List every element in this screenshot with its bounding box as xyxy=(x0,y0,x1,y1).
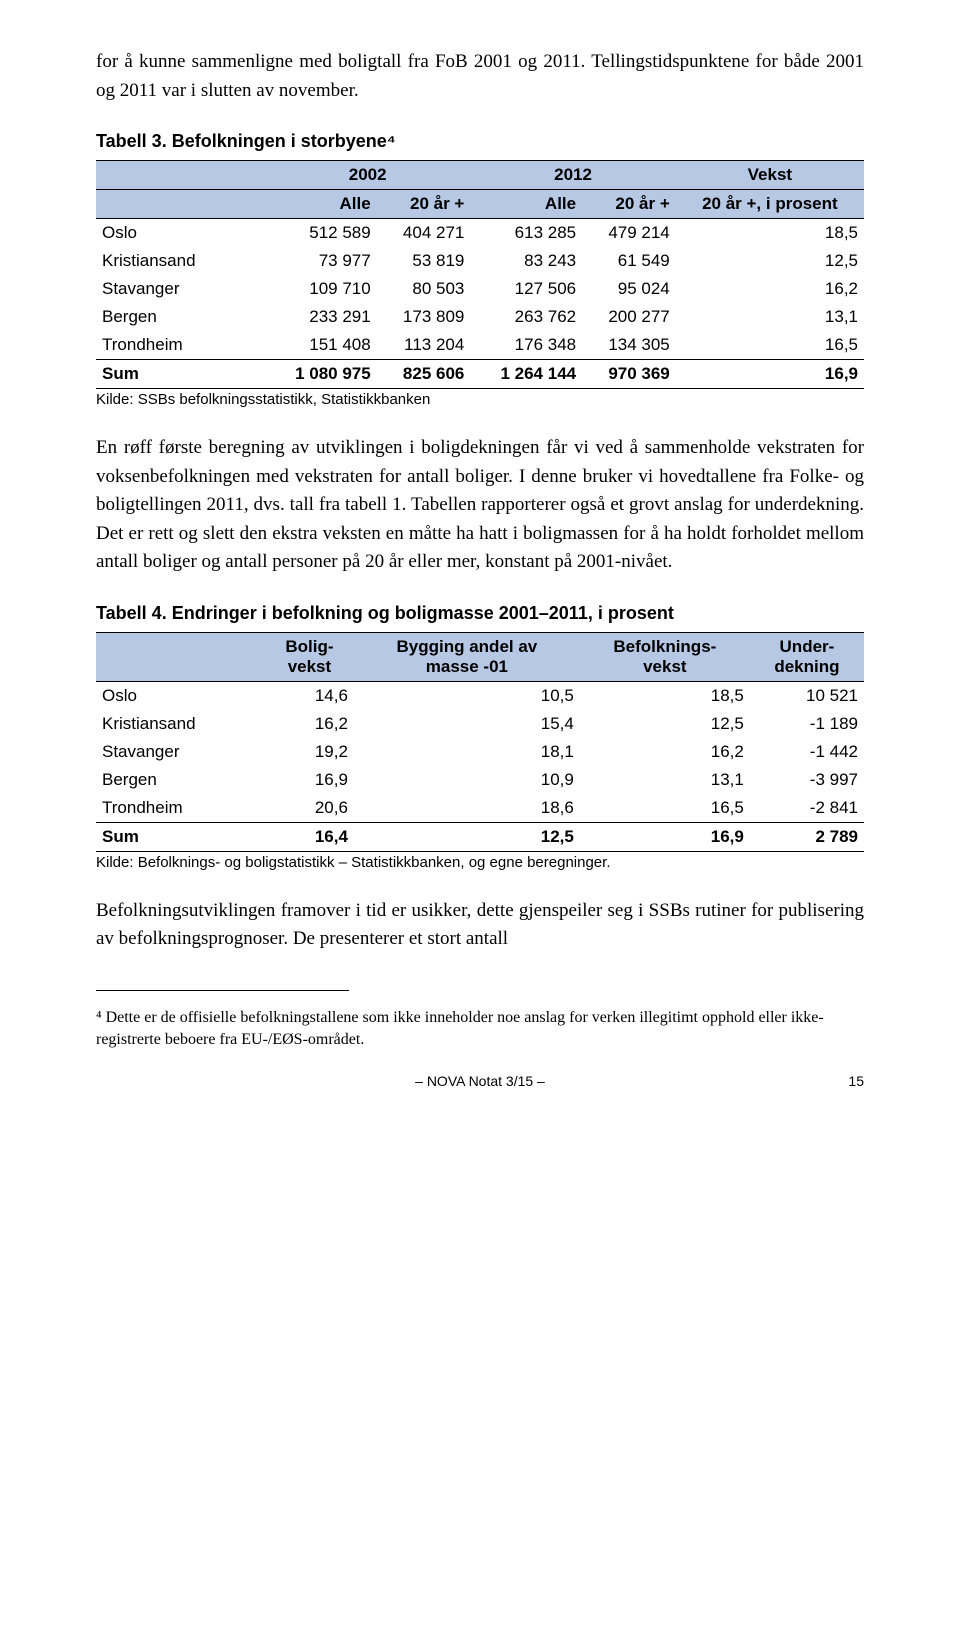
table4-source: Kilde: Befolknings- og boligstatistikk –… xyxy=(96,854,864,871)
table-cell: 10,9 xyxy=(354,766,580,794)
t3-h-2012: 2012 xyxy=(470,161,675,190)
table-cell: 825 606 xyxy=(377,360,471,389)
t3-h-pros: 20 år +, i prosent xyxy=(676,190,864,219)
t3-h-alle-b: Alle xyxy=(470,190,582,219)
table-row-label: Oslo xyxy=(96,219,265,248)
table-cell: 12,5 xyxy=(676,247,864,275)
table-row-label: Bergen xyxy=(96,303,265,331)
table-cell: 16,2 xyxy=(265,710,354,738)
table-cell: 200 277 xyxy=(582,303,676,331)
t4-h2: Bygging andel avmasse -01 xyxy=(354,632,580,681)
t3-h-vekst: Vekst xyxy=(676,161,864,190)
table-cell: 10 521 xyxy=(750,681,864,710)
table-cell: 20,6 xyxy=(265,794,354,823)
table4-caption: Tabell 4. Endringer i befolkning og boli… xyxy=(96,603,864,624)
t3-h-2002: 2002 xyxy=(265,161,470,190)
table-cell: -1 442 xyxy=(750,738,864,766)
table-cell: 95 024 xyxy=(582,275,676,303)
table-cell: 127 506 xyxy=(470,275,582,303)
table-row-label: Stavanger xyxy=(96,275,265,303)
table-cell: 10,5 xyxy=(354,681,580,710)
table-cell: 18,5 xyxy=(676,219,864,248)
table-cell: 18,1 xyxy=(354,738,580,766)
table-cell: 18,6 xyxy=(354,794,580,823)
table-cell: 970 369 xyxy=(582,360,676,389)
table-cell: 53 819 xyxy=(377,247,471,275)
t4-h3: Befolknings-vekst xyxy=(580,632,750,681)
table-cell: 83 243 xyxy=(470,247,582,275)
table-cell: 479 214 xyxy=(582,219,676,248)
table-cell: 13,1 xyxy=(676,303,864,331)
table-cell: 14,6 xyxy=(265,681,354,710)
table-cell: 16,2 xyxy=(580,738,750,766)
table-row-label: Trondheim xyxy=(96,794,265,823)
t4-h1: Bolig-vekst xyxy=(265,632,354,681)
table-cell: 80 503 xyxy=(377,275,471,303)
table-row-label: Kristiansand xyxy=(96,247,265,275)
table-cell: 12,5 xyxy=(354,822,580,851)
table-cell: 263 762 xyxy=(470,303,582,331)
table-sum-label: Sum xyxy=(96,360,265,389)
table-cell: 151 408 xyxy=(265,331,377,360)
table-cell: 233 291 xyxy=(265,303,377,331)
table-row-label: Kristiansand xyxy=(96,710,265,738)
table-cell: 16,5 xyxy=(676,331,864,360)
table-row-label: Oslo xyxy=(96,681,265,710)
table-cell: -1 189 xyxy=(750,710,864,738)
t4-h0 xyxy=(96,632,265,681)
table-cell: 73 977 xyxy=(265,247,377,275)
table-cell: 113 204 xyxy=(377,331,471,360)
table-cell: 2 789 xyxy=(750,822,864,851)
table-cell: 16,2 xyxy=(676,275,864,303)
table-cell: 16,4 xyxy=(265,822,354,851)
table-cell: 19,2 xyxy=(265,738,354,766)
table-cell: 1 080 975 xyxy=(265,360,377,389)
table-cell: -3 997 xyxy=(750,766,864,794)
table-row-label: Trondheim xyxy=(96,331,265,360)
table-cell: 18,5 xyxy=(580,681,750,710)
table-cell: 404 271 xyxy=(377,219,471,248)
footnote-4: ⁴ Dette er de offisielle befolkningstall… xyxy=(96,1007,864,1052)
table-row-label: Bergen xyxy=(96,766,265,794)
table-cell: -2 841 xyxy=(750,794,864,823)
table-cell: 109 710 xyxy=(265,275,377,303)
table-sum-label: Sum xyxy=(96,822,265,851)
body-para-2: En røff første beregning av utviklingen … xyxy=(96,434,864,577)
page-footer: – NOVA Notat 3/15 – 15 xyxy=(96,1073,864,1089)
table-cell: 173 809 xyxy=(377,303,471,331)
page-number: 15 xyxy=(848,1073,864,1089)
table-3: 2002 2012 Vekst Alle 20 år + Alle 20 år … xyxy=(96,160,864,389)
table-cell: 176 348 xyxy=(470,331,582,360)
table3-source: Kilde: SSBs befolkningsstatistikk, Stati… xyxy=(96,391,864,408)
body-para-3: Befolkningsutviklingen framover i tid er… xyxy=(96,897,864,954)
intro-para: for å kunne sammenligne med boligtall fr… xyxy=(96,48,864,105)
table-row-label: Stavanger xyxy=(96,738,265,766)
t3-h-alle-a: Alle xyxy=(265,190,377,219)
table-cell: 12,5 xyxy=(580,710,750,738)
table-cell: 16,9 xyxy=(265,766,354,794)
t3-h-20-b: 20 år + xyxy=(582,190,676,219)
table-4: Bolig-vekst Bygging andel avmasse -01 Be… xyxy=(96,632,864,852)
table-cell: 16,9 xyxy=(676,360,864,389)
table-cell: 134 305 xyxy=(582,331,676,360)
table-cell: 16,9 xyxy=(580,822,750,851)
t3-h-20-a: 20 år + xyxy=(377,190,471,219)
table-cell: 16,5 xyxy=(580,794,750,823)
table-cell: 13,1 xyxy=(580,766,750,794)
footer-center: – NOVA Notat 3/15 – xyxy=(415,1073,545,1089)
table-cell: 1 264 144 xyxy=(470,360,582,389)
table-cell: 61 549 xyxy=(582,247,676,275)
table-cell: 15,4 xyxy=(354,710,580,738)
table3-caption: Tabell 3. Befolkningen i storbyene⁴ xyxy=(96,131,864,152)
table-cell: 512 589 xyxy=(265,219,377,248)
table-cell: 613 285 xyxy=(470,219,582,248)
footnote-rule xyxy=(96,990,349,991)
t4-h4: Under-dekning xyxy=(750,632,864,681)
